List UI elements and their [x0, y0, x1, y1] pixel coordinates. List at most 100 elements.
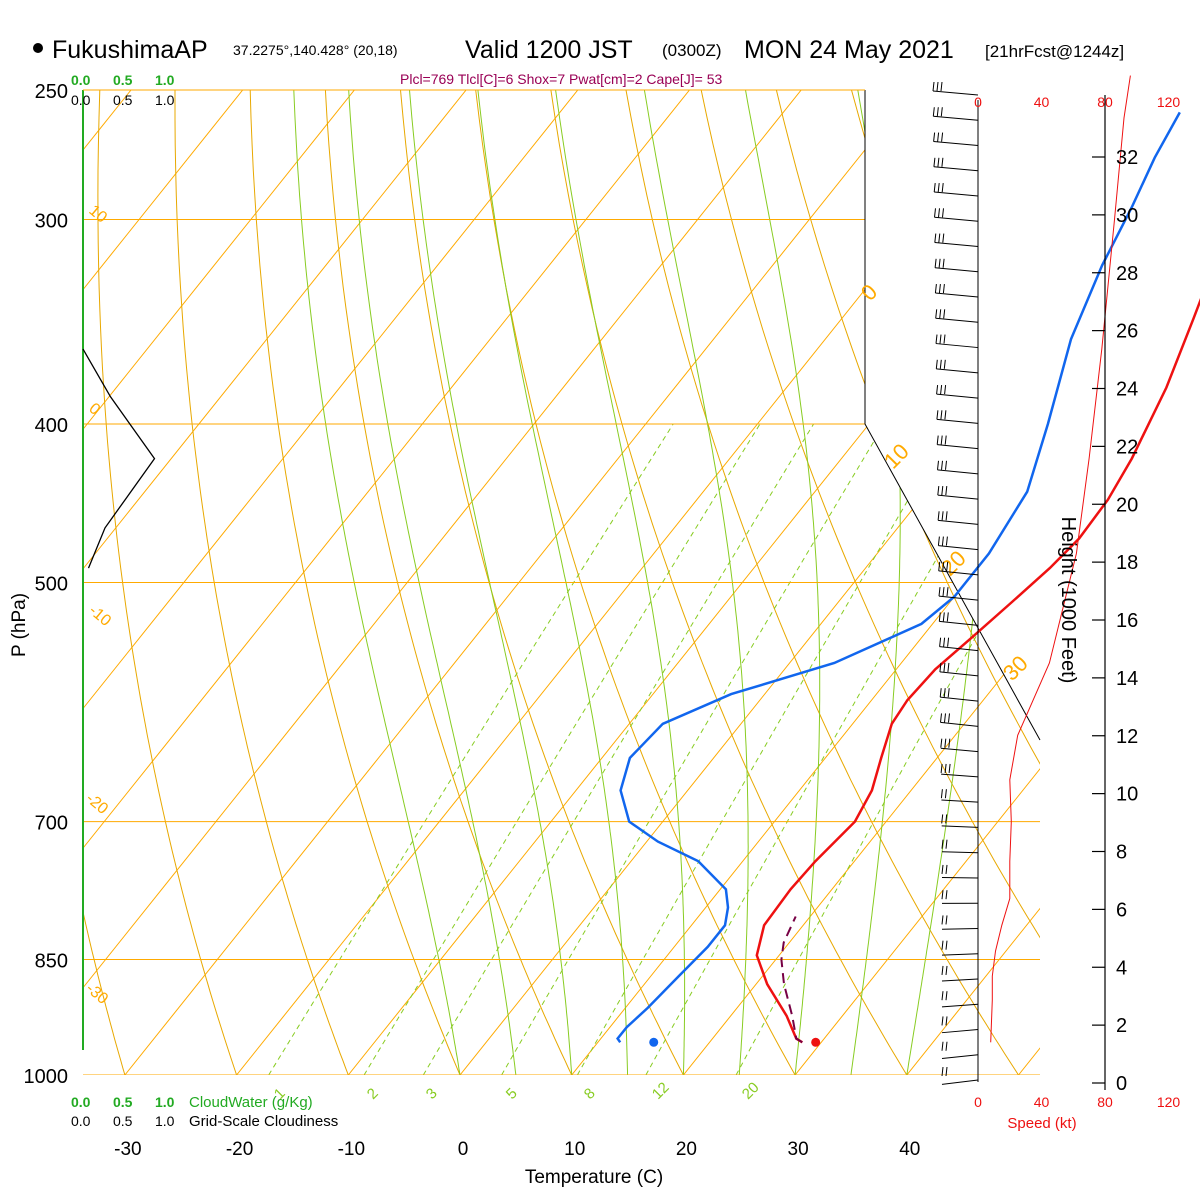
wind-barb — [939, 662, 979, 677]
temperature-tick-label: 30 — [788, 1139, 809, 1160]
y-axis-title: P (hPa) — [9, 593, 30, 657]
pressure-tick-label: 250 — [35, 81, 68, 103]
wind-barb — [941, 1041, 979, 1060]
dry-adiabat-line — [83, 90, 126, 1075]
temperature-tick-label: 20 — [676, 1139, 697, 1160]
station-dot-icon — [33, 43, 43, 53]
height-axis-title: Height (1000 Feet) — [1057, 517, 1079, 684]
wind-barb — [933, 182, 979, 197]
wind-barb — [934, 258, 979, 273]
speed-tick-bottom: 80 — [1097, 1094, 1113, 1110]
isotherm-line — [83, 90, 355, 1075]
wind-barb — [937, 511, 979, 525]
wind-barb — [941, 1016, 979, 1034]
mixing-ratio-label: 2 — [364, 1085, 382, 1103]
isotherm-line — [83, 90, 467, 1075]
wind-barb — [937, 486, 979, 500]
height-tick-label: 16 — [1116, 610, 1138, 632]
height-tick-label: 22 — [1116, 436, 1138, 458]
wind-barbs — [932, 81, 979, 1085]
wind-barb — [940, 713, 979, 727]
wind-barb — [937, 460, 979, 475]
temperature-tick-label: 0 — [458, 1139, 469, 1160]
cloud-water-label: CloudWater (g/Kg) — [189, 1094, 313, 1111]
wind-barb — [933, 132, 979, 147]
cloudiness-tick-bottom: 0.5 — [113, 1113, 133, 1129]
wind-barb — [935, 359, 979, 374]
x-axis-title: Temperature (C) — [525, 1167, 663, 1188]
pressure-tick-label: 700 — [35, 813, 68, 835]
speed-tick-bottom: 40 — [1034, 1094, 1050, 1110]
mixing-ratio-line — [268, 423, 674, 1075]
valid-label: Valid 1200 JST — [465, 36, 633, 64]
wind-barb — [936, 410, 979, 424]
height-tick-label: 6 — [1116, 899, 1127, 921]
plot-frame — [82, 89, 1041, 1050]
wind-barb — [941, 915, 979, 930]
pressure-tick-label: 850 — [35, 951, 68, 973]
isotherm-label: -30 — [82, 980, 111, 1008]
speed-tick-top: 40 — [1034, 94, 1050, 110]
speed-axis-title: Speed (kt) — [1007, 1115, 1076, 1132]
wind-barb — [939, 637, 979, 652]
height-tick-label: 10 — [1116, 784, 1138, 806]
isotherm-line — [0, 90, 19, 1075]
isotherm-line — [83, 90, 244, 1075]
dry-adiabat-line — [1001, 90, 1040, 1075]
moist-adiabat-line — [477, 90, 628, 1075]
speed-tick-top: 120 — [1157, 94, 1181, 110]
wind-barb — [938, 561, 979, 576]
wind-barb — [935, 309, 979, 323]
wind-speed-profile-line — [990, 75, 1131, 1043]
cloud-water-tick-bottom: 0.5 — [113, 1094, 133, 1110]
height-tick-label: 2 — [1116, 1015, 1127, 1037]
height-tick-label: 28 — [1116, 263, 1138, 285]
height-tick-label: 26 — [1116, 321, 1138, 343]
dry-adiabat-line — [1152, 90, 1200, 1075]
surface-dewpoint-point — [649, 1037, 659, 1047]
plot-right-edge — [864, 90, 1041, 741]
mixing-ratio-label: 12 — [649, 1079, 673, 1103]
isotherm-label: -20 — [82, 790, 111, 818]
moist-adiabat-line — [348, 90, 517, 1075]
dry-adiabat-line — [700, 90, 1040, 1075]
mixing-ratio-label: 3 — [423, 1085, 441, 1103]
mixing-ratio-line — [501, 423, 885, 1075]
wind-barb — [938, 587, 979, 601]
height-tick-label: 8 — [1116, 842, 1127, 864]
wind-barb — [940, 763, 979, 778]
wind-barb — [935, 334, 979, 349]
temperature-tick-label: -10 — [338, 1139, 365, 1160]
surface-temperature-point — [811, 1037, 821, 1047]
mixing-ratio-line — [735, 423, 1040, 1075]
speed-tick-bottom: 120 — [1157, 1094, 1181, 1110]
wind-barb — [941, 839, 979, 854]
height-tick-label: 18 — [1116, 552, 1138, 574]
wind-barb — [941, 940, 979, 956]
height-tick-label: 12 — [1116, 726, 1138, 748]
wind-barb — [934, 208, 979, 222]
isotherm-label: -10 — [85, 602, 114, 630]
mixing-ratio-line — [422, 423, 815, 1075]
moist-adiabat-line — [409, 90, 573, 1075]
dry-adiabat-line — [249, 90, 461, 1075]
dewpoint-profile-line — [616, 111, 1181, 1044]
isotherm-line — [906, 90, 1040, 1075]
height-tick-label: 14 — [1116, 668, 1138, 690]
moist-adiabat-label: 10 — [879, 439, 914, 474]
isotherm-line — [794, 90, 1040, 1075]
cloudiness-tick-bottom: 1.0 — [155, 1113, 175, 1129]
mixing-ratio-label: 20 — [739, 1079, 763, 1103]
dry-adiabat-line — [174, 90, 349, 1075]
wind-barb — [941, 991, 979, 1008]
isotherm-line — [1018, 90, 1040, 1075]
wind-barb — [940, 789, 979, 803]
height-tick-label: 32 — [1116, 147, 1138, 169]
moist-adiabat-label: 30 — [998, 651, 1033, 686]
mixing-ratio-label: 5 — [503, 1085, 521, 1103]
forecast-label: [21hrFcst@1244z] — [985, 42, 1124, 61]
date-label: MON 24 May 2021 — [744, 36, 954, 64]
station-coords: 37.2275°,140.428° (20,18) — [233, 42, 398, 58]
wind-barb — [941, 890, 979, 904]
